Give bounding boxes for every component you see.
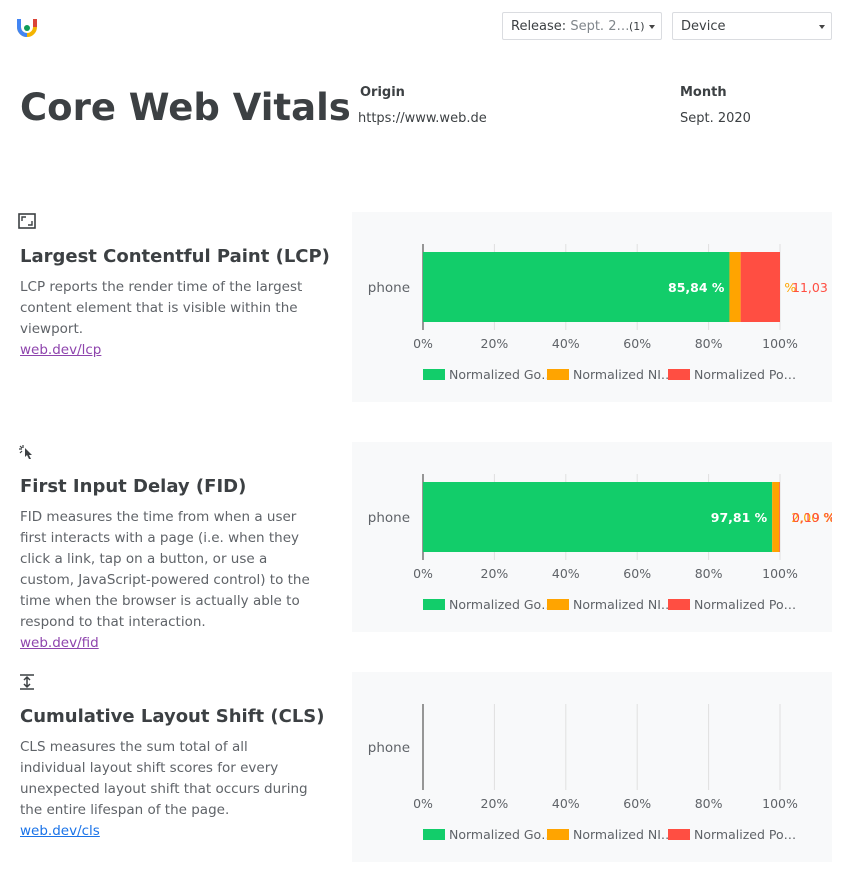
legend-label: Normalized NI…: [573, 597, 673, 612]
legend-label: Normalized NI…: [573, 367, 673, 382]
legend-swatch: [547, 829, 569, 840]
bar-segment: [423, 252, 730, 322]
legend-swatch: [423, 829, 445, 840]
fid-icon: [19, 445, 32, 459]
x-tick-label: 100%: [762, 796, 798, 811]
x-tick-label: 0%: [413, 796, 433, 811]
data-label: 0,19 %: [792, 510, 832, 525]
metric-title: Largest Contentful Paint (LCP): [20, 246, 330, 267]
lcp-icon: [18, 213, 36, 229]
data-label: 85,84 %: [668, 280, 725, 295]
release-value: Sept. 2…: [570, 19, 630, 34]
legend-swatch: [423, 369, 445, 380]
device-label: Device: [681, 19, 726, 34]
metric-description: CLS measures the sum total of all indivi…: [20, 737, 310, 842]
legend-label: Normalized Go…: [449, 827, 554, 842]
page-title: Core Web Vitals: [20, 86, 351, 129]
category-label: phone: [368, 740, 410, 756]
legend-swatch: [668, 369, 690, 380]
x-tick-label: 20%: [481, 796, 509, 811]
legend-swatch: [668, 599, 690, 610]
metric-link[interactable]: web.dev/cls: [20, 823, 100, 839]
x-tick-label: 100%: [762, 336, 798, 351]
origin-label: Origin: [360, 85, 405, 100]
legend-swatch: [547, 369, 569, 380]
chart-panel: 0% 20% 40% 60% 80% 100% phone Normalized Go… Nor…: [352, 672, 832, 862]
data-label: 2,00 %: [791, 510, 832, 525]
month-value: Sept. 2020: [680, 111, 751, 126]
metric-description: FID measures the time from when a user f…: [20, 507, 310, 654]
metric-title: Cumulative Layout Shift (CLS): [20, 706, 325, 727]
logo: [17, 19, 37, 37]
month-label: Month: [680, 85, 727, 100]
metric-description: LCP reports the render time of the large…: [20, 277, 310, 361]
chart: 0% 20% 40% 60% 80% 100% phone 97,81 % 2,00 %0,19…: [368, 474, 836, 612]
legend-label: Normalized Go…: [449, 597, 554, 612]
chart-panel: 0% 20% 40% 60% 80% 100% phone 97,81 % 2,00 % 0,19…: [352, 442, 836, 632]
legend-label: Normalized Po…: [694, 827, 796, 842]
origin-value: https://www.web.de: [358, 111, 487, 126]
x-tick-label: 60%: [623, 566, 651, 581]
x-tick-label: 20%: [481, 336, 509, 351]
data-label: 11,03 %: [792, 280, 832, 295]
x-tick-label: 0%: [413, 566, 433, 581]
legend-swatch: [423, 599, 445, 610]
legend-swatch: [547, 599, 569, 610]
bar-segment: [729, 252, 741, 322]
x-tick-label: 60%: [623, 336, 651, 351]
x-tick-label: 40%: [552, 566, 580, 581]
x-tick-label: 80%: [695, 796, 723, 811]
x-tick-label: 80%: [695, 566, 723, 581]
description-text: LCP reports the render time of the large…: [20, 279, 303, 337]
legend-label: Normalized NI…: [573, 827, 673, 842]
device-dropdown[interactable]: Device: [672, 12, 832, 40]
x-tick-label: 60%: [623, 796, 651, 811]
legend-swatch: [668, 829, 690, 840]
legend-label: Normalized Go…: [449, 367, 554, 382]
x-tick-label: 100%: [762, 566, 798, 581]
release-dropdown[interactable]: Release: Sept. 2… (1): [502, 12, 662, 40]
cls-icon: [20, 674, 34, 690]
category-label: phone: [368, 280, 410, 296]
release-label: Release:: [511, 19, 567, 34]
bar-segment: [740, 252, 780, 322]
description-text: CLS measures the sum total of all indivi…: [20, 739, 308, 818]
metric-title: First Input Delay (FID): [20, 476, 247, 497]
metric-link[interactable]: web.dev/lcp: [20, 342, 102, 358]
x-tick-label: 20%: [481, 566, 509, 581]
chart: 0% 20% 40% 60% 80% 100% phone Normalized Go… Nor…: [368, 704, 798, 842]
bar-segment: [423, 482, 773, 552]
legend-label: Normalized Po…: [694, 597, 796, 612]
metric-link[interactable]: web.dev/fid: [20, 635, 99, 651]
x-tick-label: 40%: [552, 336, 580, 351]
legend-label: Normalized Po…: [694, 367, 796, 382]
x-tick-label: 80%: [695, 336, 723, 351]
x-tick-label: 40%: [552, 796, 580, 811]
bar-segment: [772, 482, 780, 552]
release-count: (1): [629, 20, 645, 33]
bar-segment: [779, 482, 780, 552]
category-label: phone: [368, 510, 410, 526]
description-text: FID measures the time from when a user f…: [20, 509, 310, 630]
data-label: 97,81 %: [711, 510, 768, 525]
x-tick-label: 0%: [413, 336, 433, 351]
